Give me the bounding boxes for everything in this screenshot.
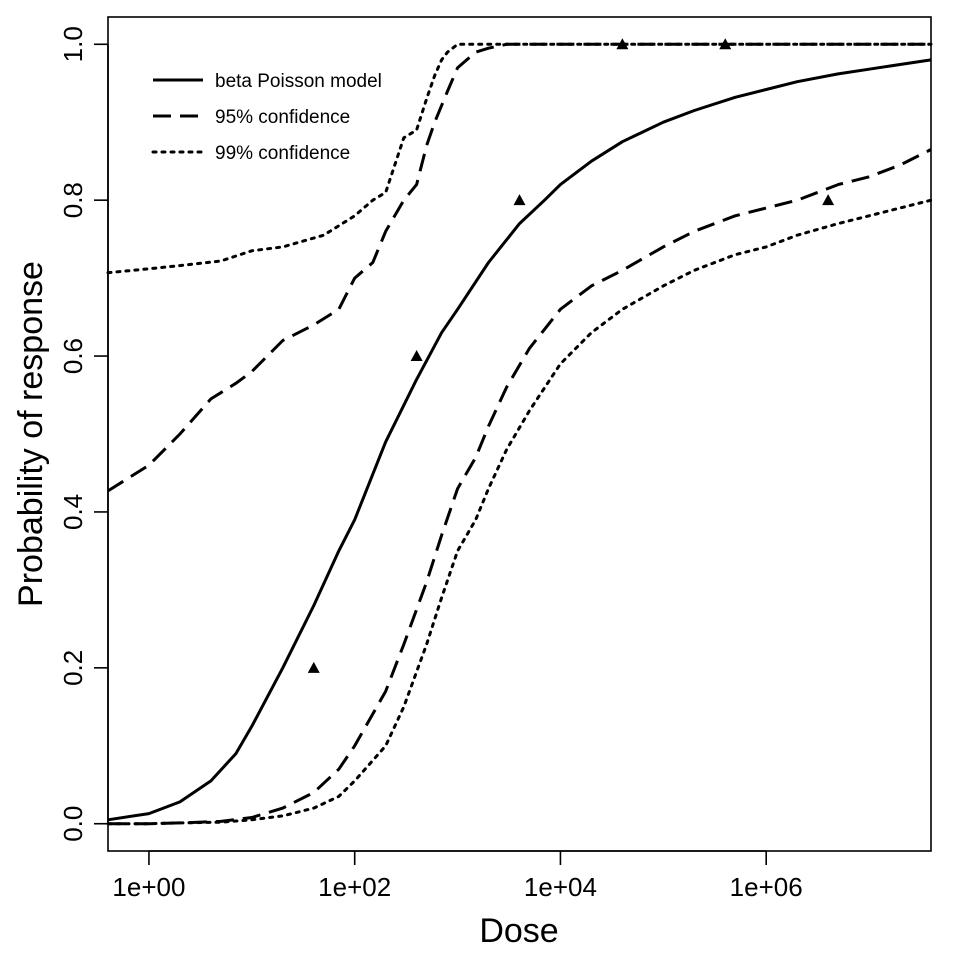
x-tick-label: 1e+06	[730, 872, 803, 902]
data-points	[307, 38, 835, 673]
y-tick-label: 1.0	[58, 26, 88, 62]
data-point-triangle	[513, 194, 526, 206]
x-tick-label: 1e+02	[318, 872, 391, 902]
x-tick-label: 1e+04	[524, 872, 597, 902]
y-tick-label: 0.2	[58, 650, 88, 686]
series-line-dashed	[107, 42, 931, 493]
data-point-triangle	[719, 38, 732, 50]
data-point-triangle	[410, 350, 423, 362]
y-tick-label: 0.4	[58, 494, 88, 530]
series-line-dotted	[106, 198, 933, 826]
data-point-triangle	[822, 194, 835, 206]
series-line-dotted	[106, 42, 933, 275]
series-layer	[106, 42, 933, 826]
legend-label: 99% confidence	[215, 143, 350, 164]
y-tick-label: 0.8	[58, 182, 88, 218]
x-tick-label: 1e+00	[112, 872, 185, 902]
legend-label: 95% confidence	[215, 107, 350, 128]
y-tick-label: 0.0	[58, 806, 88, 842]
y-tick-label: 0.6	[58, 338, 88, 374]
y-axis: 0.0 0.2 0.4 0.6 0.8 1.0	[58, 26, 109, 842]
series-line-dashed	[108, 148, 932, 826]
legend-label: beta Poisson model	[215, 71, 382, 92]
legend: beta Poisson model 95% confidence 99% conf…	[151, 71, 382, 164]
series-line-solid	[107, 58, 932, 822]
y-axis-title: Probability of response	[12, 261, 50, 607]
data-point-triangle	[307, 661, 320, 673]
x-axis: 1e+00 1e+02 1e+04 1e+06	[112, 850, 803, 902]
data-point-triangle	[616, 38, 629, 50]
x-axis-title: Dose	[479, 912, 558, 950]
